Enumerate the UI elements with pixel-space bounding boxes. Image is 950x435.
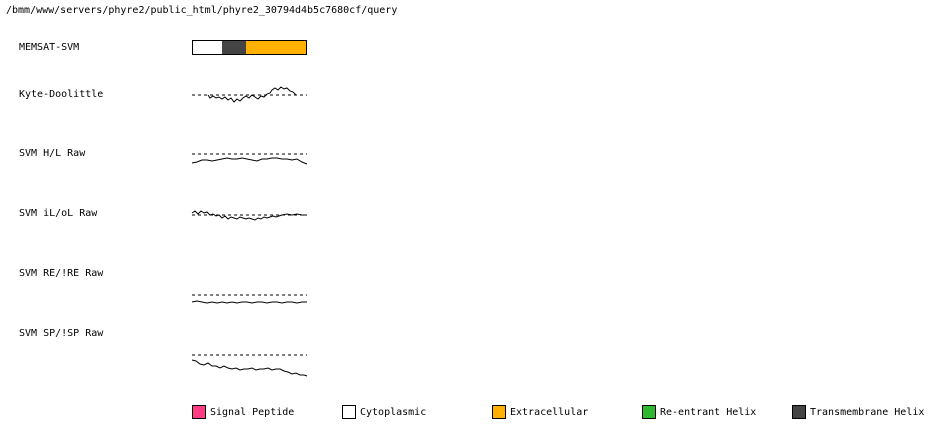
svm-re-raw-plot (191, 294, 307, 304)
svm-il-ol-raw-plot (191, 210, 307, 221)
kyte-doolittle-plot (192, 86, 307, 103)
row-label-kyte-doolittle: Kyte-Doolittle (19, 89, 104, 100)
legend-swatch-extracellular (492, 405, 506, 419)
legend-label-re-entrant-helix: Re-entrant Helix (660, 406, 757, 418)
memsat-segment-transmembrane (222, 41, 247, 54)
legend-swatch-transmembrane-helix (792, 405, 806, 419)
row-label-svm-re-raw: SVM RE/!RE Raw (19, 268, 104, 279)
legend-swatch-signal-peptide (192, 405, 206, 419)
memsat-topology-bar (192, 40, 307, 55)
row-label-svm-il-ol-raw: SVM iL/oL Raw (19, 208, 98, 219)
legend-item-transmembrane-helix: Transmembrane Helix (792, 405, 924, 419)
svm-il-ol-raw-line (191, 210, 307, 221)
file-path: /bmm/www/servers/phyre2/public_html/phyr… (6, 5, 398, 16)
legend-label-cytoplasmic: Cytoplasmic (360, 406, 427, 418)
svm-hl-raw-plot (191, 153, 308, 165)
legend-label-signal-peptide: Signal Peptide (210, 406, 295, 418)
svm-sp-raw-line (191, 359, 308, 377)
row-label-svm-sp-raw: SVM SP/!SP Raw (19, 328, 104, 339)
legend-swatch-cytoplasmic (342, 405, 356, 419)
svm-hl-raw-line (191, 157, 308, 165)
legend-label-transmembrane-helix: Transmembrane Helix (810, 406, 925, 418)
legend-item-re-entrant-helix: Re-entrant Helix (642, 405, 756, 419)
svm-re-raw-line (191, 300, 307, 304)
memsat-segment-cytoplasmic (193, 41, 223, 54)
legend-item-extracellular: Extracellular (492, 405, 588, 419)
legend-label-extracellular: Extracellular (510, 406, 589, 418)
kyte-doolittle-line (207, 86, 297, 103)
svm-sp-raw-plot (191, 354, 308, 377)
memsat-segment-extracellular (246, 41, 306, 54)
legend-swatch-re-entrant-helix (642, 405, 656, 419)
row-label-svm-hl-raw: SVM H/L Raw (19, 148, 86, 159)
row-label-memsat-svm: MEMSAT-SVM (19, 42, 80, 53)
legend-item-signal-peptide: Signal Peptide (192, 405, 294, 419)
legend-item-cytoplasmic: Cytoplasmic (342, 405, 426, 419)
